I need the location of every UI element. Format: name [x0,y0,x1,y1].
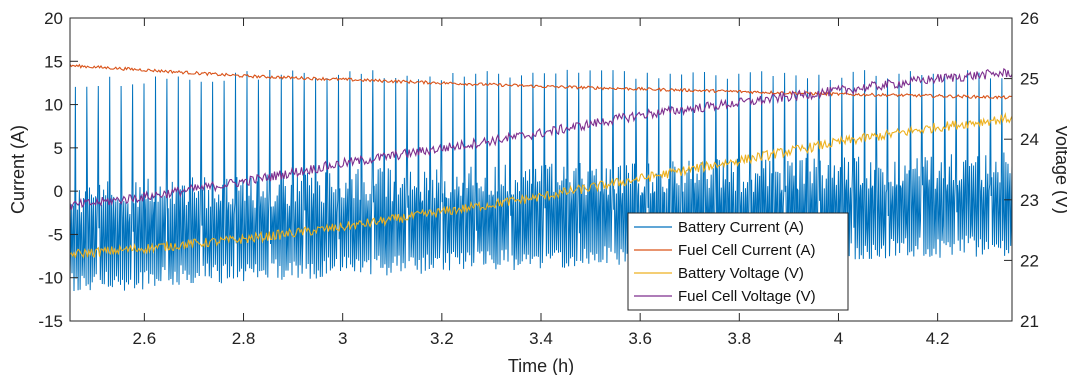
x-tick-label: 3.6 [628,329,652,348]
y-left-tick-label: -15 [38,312,63,331]
y-left-tick-label: 5 [54,139,63,158]
x-tick-label: 3.2 [430,329,454,348]
battery-voltage-line [70,112,1012,259]
y-left-tick-label: 0 [54,182,63,201]
y-left-tick-label: 15 [44,52,63,71]
x-tick-label: 4.2 [926,329,950,348]
y-left-tick-label: -10 [38,269,63,288]
legend-entry: Battery Voltage (V) [678,265,804,282]
x-axis-title: Time (h) [508,356,574,375]
y-left-tick-label: -5 [48,225,63,244]
legend: Battery Current (A) Fuel Cell Current (A)… [627,212,849,311]
y-left-tick-label: 10 [44,96,63,115]
y-right-tick-label: 25 [1020,70,1039,89]
x-tick-label: 2.6 [133,329,157,348]
y-right-tick-label: 22 [1020,251,1039,270]
plot-series-group [70,63,1012,292]
y-right-tick-label: 26 [1020,9,1039,28]
x-tick-label: 3.8 [727,329,751,348]
legend-entry: Fuel Cell Voltage (V) [678,288,816,305]
y-left-tick-label: 20 [44,9,63,28]
y-left-axis-title: Current (A) [8,125,28,214]
fuel-cell-current-line [70,63,1012,100]
legend-box [627,212,849,311]
y-right-tick-label: 24 [1020,130,1039,149]
legend-entry: Fuel Cell Current (A) [678,242,816,259]
x-tick-label: 3.4 [529,329,553,348]
x-tick-label: 4 [834,329,843,348]
y-right-tick-label: 21 [1020,312,1039,331]
legend-entry: Battery Current (A) [678,219,804,236]
y-right-axis-title: Voltage (V) [1052,125,1067,214]
y-right-tick-label: 23 [1020,191,1039,210]
x-tick-label: 2.8 [232,329,256,348]
battery-current-line [70,69,1012,292]
fuel-cell-voltage-line [70,67,1012,210]
x-tick-label: 3 [338,329,347,348]
